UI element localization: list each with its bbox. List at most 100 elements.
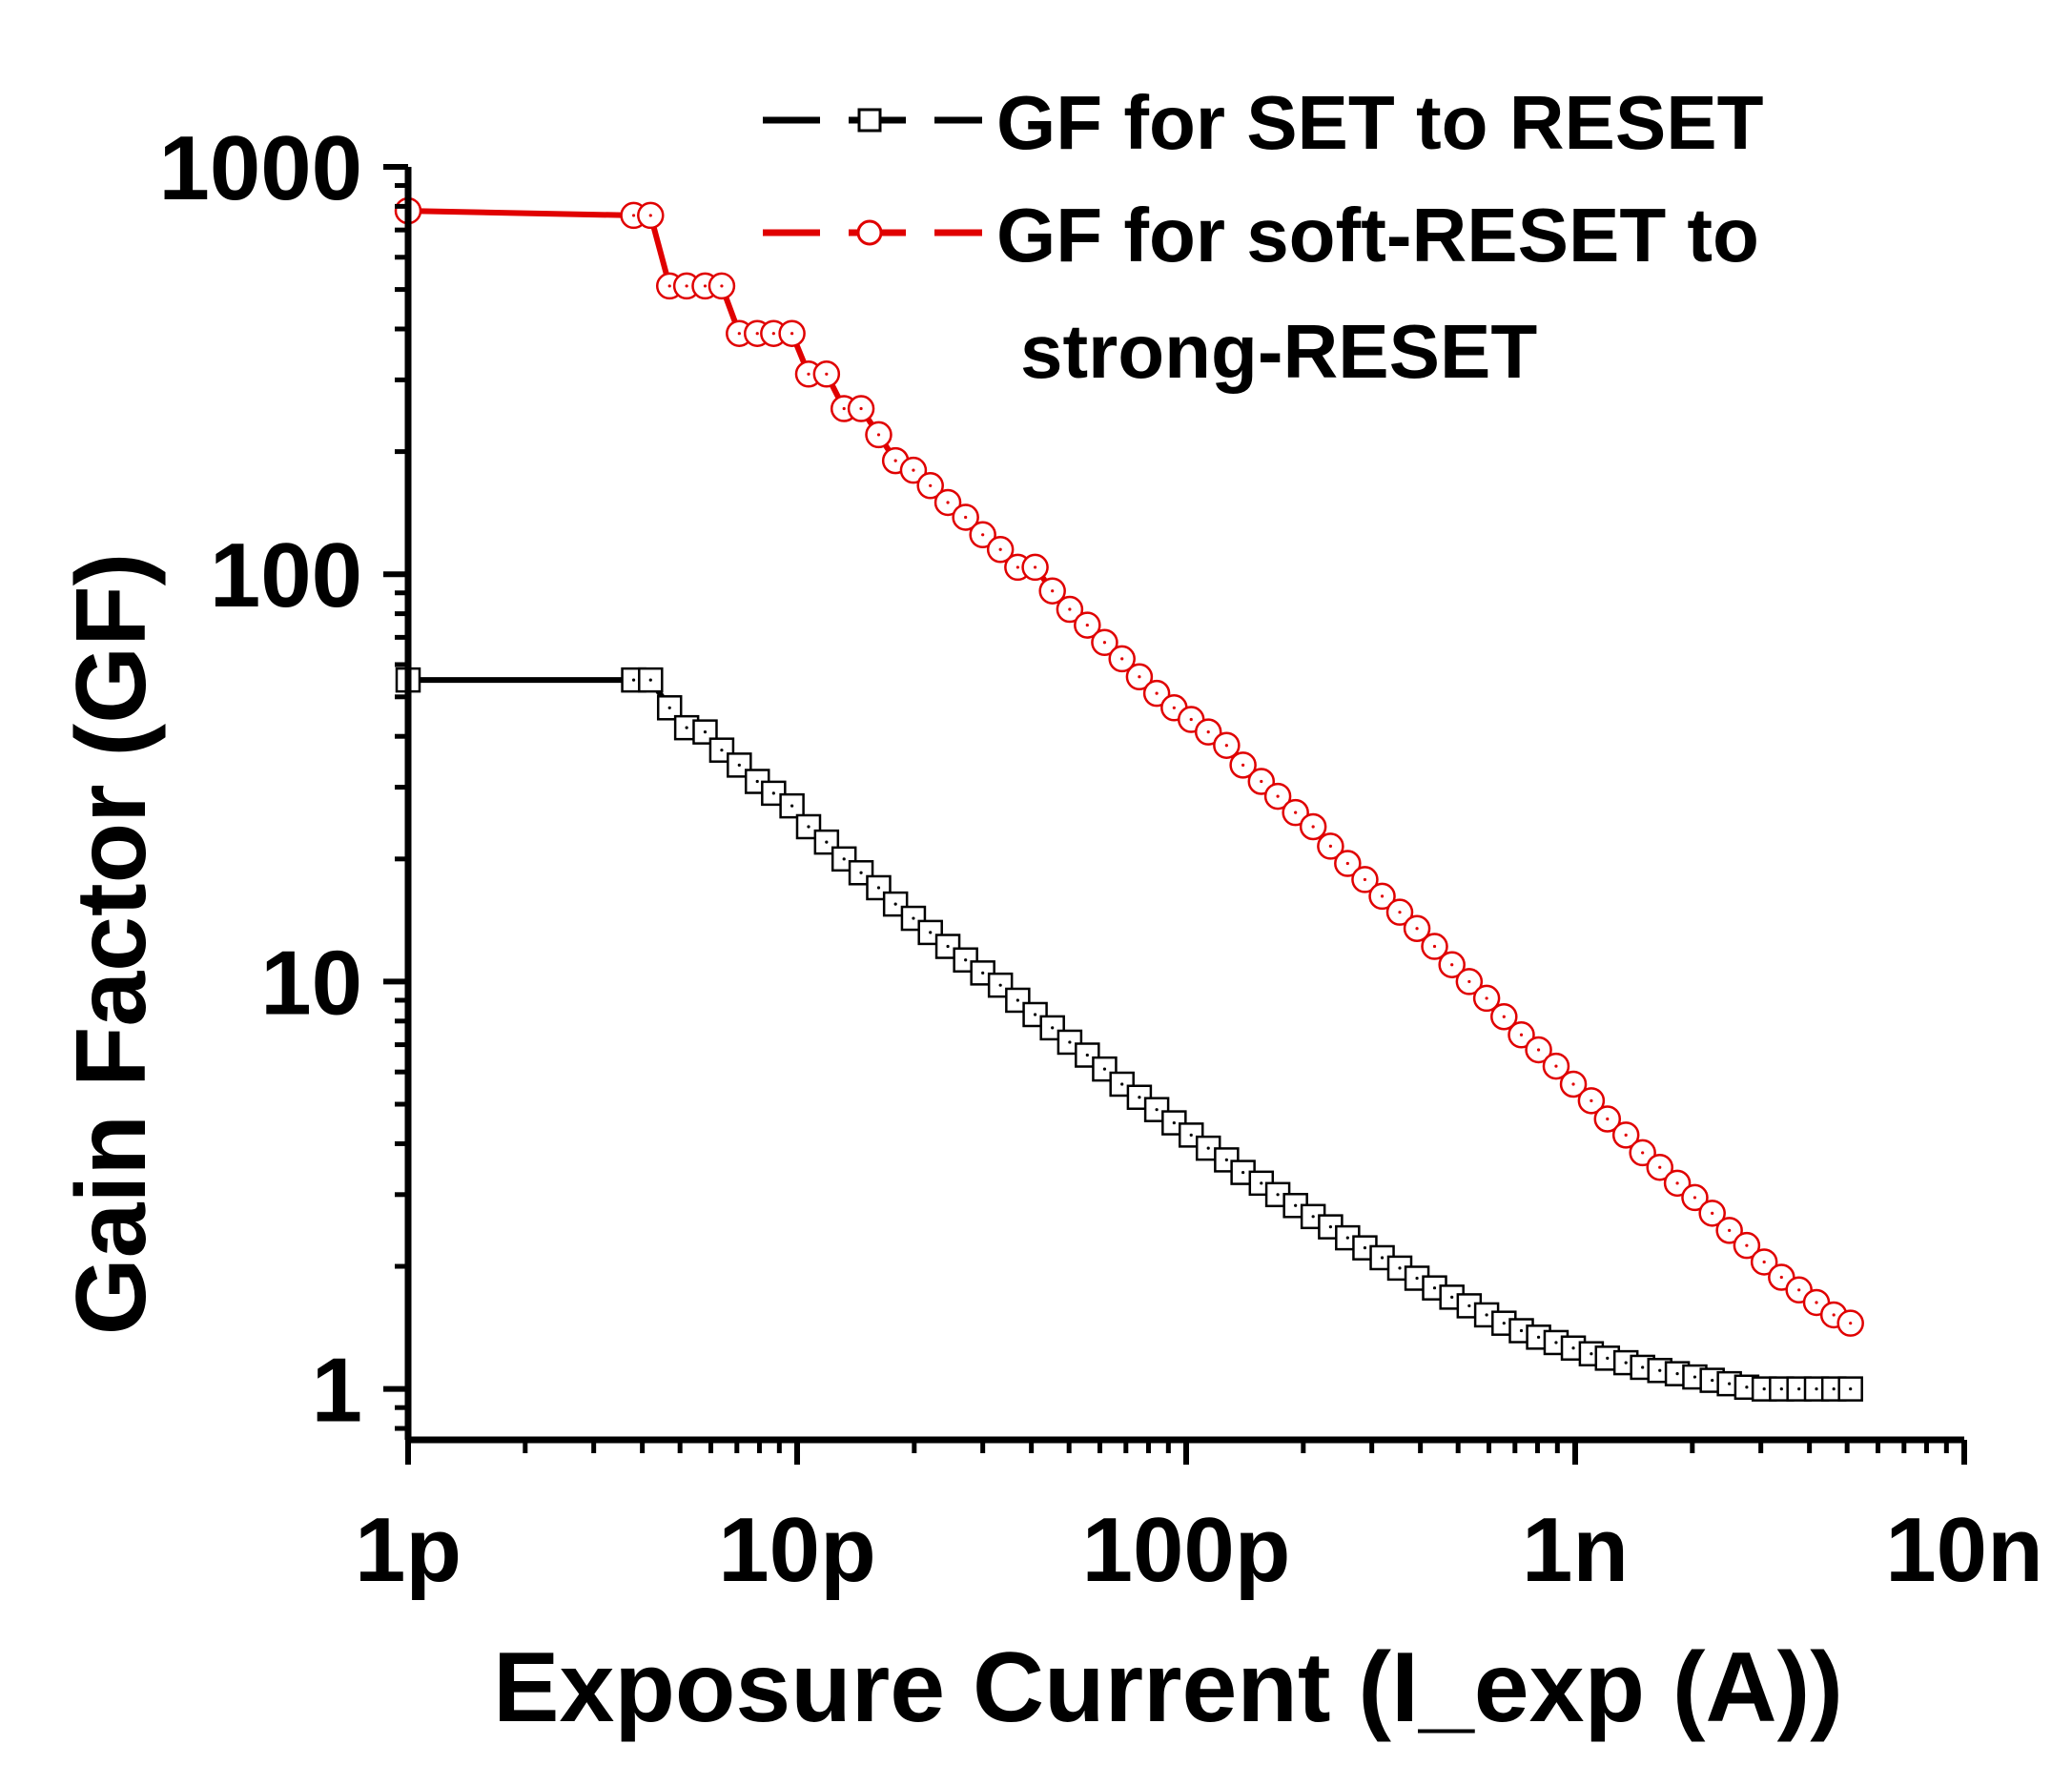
data-point-center xyxy=(1294,1203,1298,1207)
data-point-center xyxy=(1624,1133,1628,1137)
legend-label-strong-reset: strong-RESET xyxy=(1020,309,1537,394)
y-tick-label: 100 xyxy=(210,524,362,626)
data-point-center xyxy=(912,916,915,920)
data-point-center xyxy=(685,726,688,729)
data-point-center xyxy=(1641,1365,1645,1369)
data-point-center xyxy=(1502,1015,1506,1018)
data-point-center xyxy=(1155,691,1159,695)
data-point-center xyxy=(1606,1117,1610,1121)
data-point-center xyxy=(893,459,897,462)
x-tick-label: 100p xyxy=(1082,1499,1291,1601)
data-point-center xyxy=(1206,1146,1210,1150)
data-point-center xyxy=(648,214,652,217)
data-point-center xyxy=(964,515,968,520)
data-point-center xyxy=(1102,1067,1107,1071)
data-point-center xyxy=(1502,1322,1506,1325)
data-point-center xyxy=(1380,1256,1385,1260)
data-point-center xyxy=(1571,1082,1575,1086)
data-point-center xyxy=(912,468,915,472)
data-point-center xyxy=(1276,1193,1280,1197)
data-point-center xyxy=(720,284,724,288)
data-point-center xyxy=(1779,1387,1783,1391)
data-point-center xyxy=(1241,1170,1245,1175)
data-point-center xyxy=(1155,1108,1159,1112)
data-point-center xyxy=(1311,1215,1315,1219)
series-soft-to-strong-reset xyxy=(394,196,1864,1337)
data-point-center xyxy=(1172,706,1176,709)
data-point-center xyxy=(876,886,881,890)
data-point-center xyxy=(1832,1387,1836,1391)
data-point-center xyxy=(825,840,829,844)
data-point-center xyxy=(1658,1368,1662,1372)
data-point-center xyxy=(1311,825,1315,829)
data-point-center xyxy=(1485,1313,1488,1317)
data-point-center xyxy=(1692,1375,1697,1379)
data-point-center xyxy=(1658,1165,1662,1169)
data-point-center xyxy=(1033,565,1037,569)
data-point-center xyxy=(1415,927,1419,931)
data-point-center xyxy=(667,284,671,288)
data-point-center xyxy=(1797,1387,1801,1391)
data-point-center xyxy=(964,958,968,962)
data-point-center xyxy=(755,332,759,336)
data-point-center xyxy=(1571,1346,1575,1350)
data-point-center xyxy=(929,931,933,934)
series-set-to-reset xyxy=(395,667,1863,1402)
data-point-center xyxy=(1590,1098,1593,1102)
data-point-center xyxy=(1051,589,1055,593)
data-point-center xyxy=(1711,1211,1714,1215)
data-point-center xyxy=(685,284,688,288)
data-point-center xyxy=(1224,1158,1228,1162)
data-point-center xyxy=(1328,1225,1332,1229)
data-point-center xyxy=(1138,1096,1141,1099)
legend-marker-square xyxy=(857,108,882,133)
legend-label-set-reset: GF for SET to RESET xyxy=(996,80,1764,165)
y-tick-label: 1000 xyxy=(158,117,362,219)
x-tick-label: 10p xyxy=(718,1499,875,1601)
data-point-center xyxy=(1849,1387,1853,1391)
data-point-center xyxy=(737,763,741,767)
data-point-center xyxy=(1554,1341,1558,1344)
data-point-center xyxy=(720,749,724,752)
data-point-center xyxy=(998,547,1002,551)
data-point-center xyxy=(1102,641,1107,645)
data-point-center xyxy=(876,433,881,437)
data-point-center xyxy=(1762,1387,1766,1391)
data-point-center xyxy=(1294,811,1298,814)
data-point-center xyxy=(1345,861,1349,866)
legend-marker-circle xyxy=(856,219,883,246)
data-point-center xyxy=(1779,1275,1783,1280)
data-point-center xyxy=(1138,675,1141,679)
data-point-center xyxy=(1051,1026,1055,1030)
data-point-center xyxy=(1380,894,1385,898)
legend-label-soft-reset: GF for soft-RESET to xyxy=(996,193,1759,277)
data-point-center xyxy=(929,483,933,487)
data-point-center xyxy=(1120,1082,1124,1086)
data-point-center xyxy=(1068,1040,1072,1044)
data-point-center xyxy=(1450,1295,1454,1299)
data-point-center xyxy=(1815,1301,1818,1304)
data-point-center xyxy=(1172,1120,1176,1125)
data-point-center xyxy=(1276,794,1280,798)
data-point-center xyxy=(842,406,846,411)
data-point-center xyxy=(1711,1378,1714,1383)
data-point-center xyxy=(667,706,671,709)
data-point-center xyxy=(737,332,741,336)
data-point-center xyxy=(1189,717,1193,722)
data-point-center xyxy=(1675,1372,1679,1376)
data-point-center xyxy=(1345,1236,1349,1240)
data-point-center xyxy=(1606,1356,1610,1360)
data-point-center xyxy=(703,730,708,734)
data-point-center xyxy=(1485,996,1488,1000)
legend: GF for SET to RESET GF for soft-RESET to… xyxy=(763,80,1764,394)
data-point-center xyxy=(1624,1361,1628,1365)
y-axis-title: Gain Factor (GF) xyxy=(56,553,167,1335)
data-point-center xyxy=(755,779,759,784)
data-point-center xyxy=(1745,1385,1749,1389)
data-point-center xyxy=(1432,1286,1437,1290)
data-point-center xyxy=(771,791,775,795)
x-axis-title: Exposure Current (I_exp (A)) xyxy=(493,1632,1843,1743)
data-point-center xyxy=(981,971,985,975)
data-point-center xyxy=(825,372,829,376)
data-point-center xyxy=(1241,763,1245,767)
